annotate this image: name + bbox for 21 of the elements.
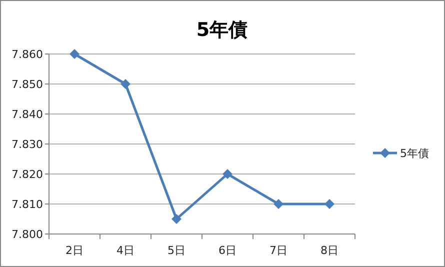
point xyxy=(324,199,334,209)
x-tick-label: 4日 xyxy=(116,244,134,257)
point xyxy=(274,199,284,209)
x-tick-label: 8日 xyxy=(320,244,338,257)
x-tick-label: 2日 xyxy=(66,244,84,257)
x-tick-label: 5日 xyxy=(168,244,186,257)
point xyxy=(120,79,130,89)
point xyxy=(70,49,80,59)
y-tick-label: 7.810 xyxy=(12,198,43,211)
chart-title: 5年債 xyxy=(196,19,248,41)
y-tick-label: 7.800 xyxy=(12,228,43,241)
y-tick-label: 7.860 xyxy=(12,48,43,61)
point xyxy=(222,169,232,179)
y-tick-label: 7.850 xyxy=(12,78,43,91)
x-tick-label: 7日 xyxy=(270,244,288,257)
y-tick-label: 7.820 xyxy=(12,168,43,181)
x-tick-label: 6日 xyxy=(218,244,236,257)
y-tick-label: 7.830 xyxy=(12,138,43,151)
legend-label: 5年債 xyxy=(400,147,429,160)
y-tick-label: 7.840 xyxy=(12,108,43,121)
point xyxy=(172,214,182,224)
